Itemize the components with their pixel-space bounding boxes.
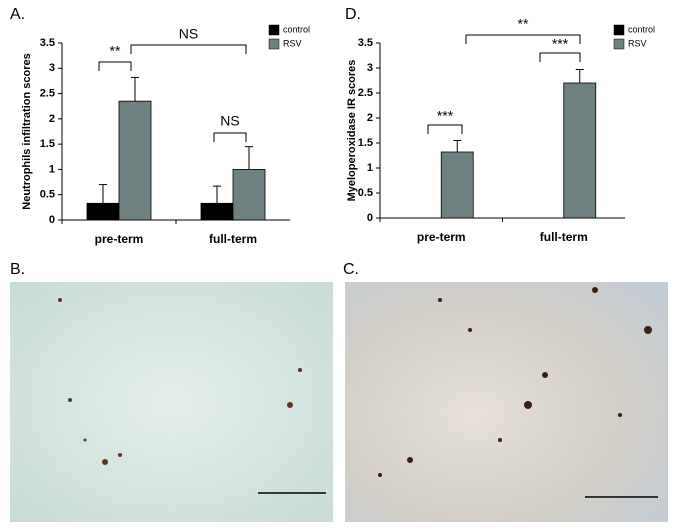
- bracket: [130, 44, 247, 54]
- y-tick-label: 0.5: [358, 187, 373, 199]
- panel-label: A.: [10, 6, 25, 23]
- bracket: [427, 124, 463, 134]
- stain-dots: [58, 298, 302, 465]
- legend-swatch: [268, 24, 280, 36]
- legend-swatch: [268, 38, 280, 50]
- stain-dots: [378, 287, 652, 477]
- micrograph-b: [10, 282, 333, 522]
- legend-label: control: [283, 24, 310, 34]
- annotation: **: [518, 16, 529, 32]
- y-tick-label: 0: [49, 214, 55, 226]
- y-tick-label: 0.5: [40, 189, 55, 201]
- panel-label: C.: [343, 261, 359, 278]
- x-tick-label: full-term: [209, 232, 257, 246]
- y-tick-label: 3: [367, 62, 373, 74]
- y-tick-label: 1.5: [358, 137, 373, 149]
- legend-swatch: [613, 24, 625, 36]
- legend-swatch: [613, 38, 625, 50]
- bracket: [213, 132, 247, 142]
- legend-label: control: [628, 24, 655, 34]
- bar: [563, 82, 597, 219]
- bracket: [98, 61, 132, 71]
- x-tick-label: full-term: [540, 230, 588, 244]
- y-tick-label: 3.5: [358, 37, 373, 49]
- y-tick-label: 1: [49, 163, 55, 175]
- y-tick-label: 3: [49, 62, 55, 74]
- micrograph-c: [345, 282, 668, 522]
- bar: [440, 151, 474, 219]
- annotation: ***: [552, 36, 569, 52]
- bar: [200, 202, 234, 221]
- y-tick-label: 1.5: [40, 138, 55, 150]
- y-tick-label: 3.5: [40, 37, 55, 49]
- y-axis-label: Neutrophils infiltration scores: [21, 53, 33, 209]
- annotation: ***: [437, 108, 454, 124]
- legend-label: RSV: [628, 38, 647, 48]
- bracket: [465, 34, 581, 44]
- annotation: NS: [179, 26, 198, 42]
- legend-label: RSV: [283, 38, 302, 48]
- y-tick-label: 2: [49, 113, 55, 125]
- x-tick-label: pre-term: [95, 232, 144, 246]
- bar: [86, 202, 120, 221]
- bar: [118, 100, 152, 221]
- bar: [232, 169, 266, 221]
- y-tick-label: 0: [367, 212, 373, 224]
- y-tick-label: 2.5: [40, 87, 55, 99]
- x-tick-label: pre-term: [417, 230, 466, 244]
- y-tick-label: 1: [367, 162, 373, 174]
- panel-label: D.: [345, 6, 361, 23]
- y-axis-label: Myeloperoxidase IR scores: [346, 60, 358, 202]
- panel-label: B.: [10, 261, 25, 278]
- annotation: **: [110, 43, 121, 59]
- bracket: [539, 52, 581, 62]
- annotation: NS: [220, 113, 239, 129]
- y-tick-label: 2.5: [358, 87, 373, 99]
- y-tick-label: 2: [367, 112, 373, 124]
